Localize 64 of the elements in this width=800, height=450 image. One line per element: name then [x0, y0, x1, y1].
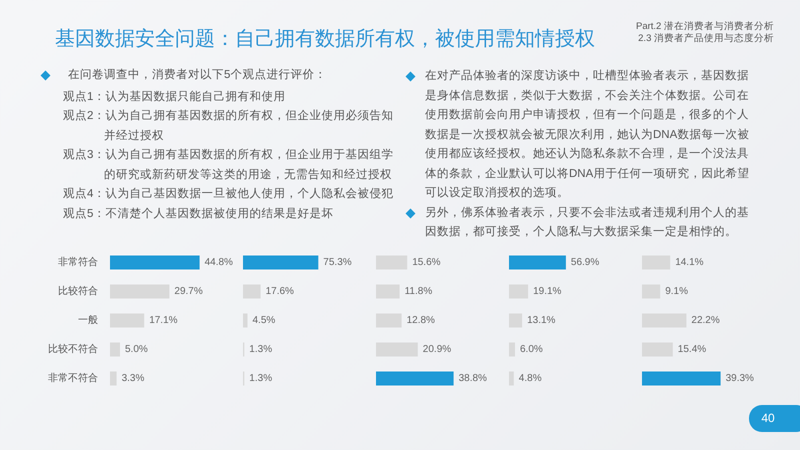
text: 观点4：认为自己基因数据一旦被他人使用，个人隐私会被侵犯 — [62, 186, 394, 202]
data-label: 29.7% — [174, 286, 203, 297]
text: 另外，佛系体验者表示，只要不会非法或者违规利用个人的基因数据，都可接受，个人隐私与大数据采集一定是相悖的。 — [425, 206, 749, 238]
bar — [243, 256, 318, 270]
data-label: 44.8% — [204, 257, 234, 268]
bar — [110, 342, 120, 356]
data-label: 17.6% — [266, 286, 294, 297]
bar — [243, 284, 261, 298]
bar — [376, 342, 418, 356]
text: 观点2：认为自己拥有基因数据的所有权，但企业使用必须告知并经过授权 — [62, 108, 394, 144]
bar — [110, 314, 144, 328]
bar — [110, 284, 170, 298]
bar — [376, 372, 454, 386]
data-label: 6.0% — [520, 344, 543, 355]
data-label: 3.3% — [122, 373, 144, 384]
data-label: 22.2% — [691, 315, 720, 326]
data-label: 14.1% — [675, 257, 704, 268]
data-label: 1.3% — [249, 373, 272, 384]
bar — [376, 284, 400, 298]
data-label: 13.1% — [527, 315, 556, 326]
bar — [642, 372, 721, 386]
text: 40 — [760, 410, 776, 427]
bar — [509, 256, 566, 270]
y-tick-label: 一般 — [78, 315, 98, 326]
bar — [110, 256, 200, 270]
data-label: 20.9% — [422, 344, 452, 355]
y-tick-label: 非常不符合 — [48, 372, 98, 384]
bar — [642, 314, 686, 328]
bar — [642, 256, 670, 270]
text: 基因数据安全问题：自己拥有数据所有权，被使用需知情授权 — [55, 27, 595, 52]
text: 观点5：不清楚个人基因数据被使用的结果是好是坏 — [62, 206, 334, 222]
text: 在对产品体验者的深度访谈中，吐槽型体验者表示，基因数据是身体信息数据，类似于大数据，不会关注个体数据。公司在使用数据前会向用户申请授权，但有一个问题是，很多的个人数据是一次授权就会被无限次利用，她认为DNA数据每一次被使用都应该经授权。她还认为隐私条款不合理，是一个没法具体的条款，企业默认可以将DNA用于任何一项研究，因此希望可以设定取消授权的选项。 — [425, 70, 750, 199]
data-label: 39.3% — [726, 373, 754, 384]
y-tick-label: 比较符合 — [58, 285, 98, 297]
bar — [509, 284, 528, 298]
data-label: 15.4% — [678, 344, 706, 355]
bar — [376, 314, 402, 328]
bar — [243, 314, 248, 328]
bar — [509, 314, 522, 328]
text: 观点3：认为自己拥有基因数据的所有权，但企业用于基因组学的研究或新药研发等这类的用途，无需告知和经过授权 — [62, 148, 394, 182]
data-label: 4.5% — [252, 315, 276, 326]
bar — [110, 372, 117, 386]
data-label: 5.0% — [125, 344, 148, 355]
text: 观点1：认为基因数据只能自己拥有和使用 — [62, 90, 286, 104]
y-tick-label: 比较不符合 — [48, 343, 98, 355]
bar — [376, 256, 408, 270]
data-label: 11.8% — [404, 286, 432, 297]
data-label: 1.3% — [249, 344, 272, 355]
data-label: 12.8% — [406, 315, 436, 326]
data-label: 56.9% — [570, 257, 600, 268]
text: 在问卷调查中，消费者对以下5个观点进行评价： — [68, 69, 326, 81]
bar — [509, 342, 515, 356]
data-label: 4.8% — [518, 373, 542, 384]
bar — [642, 342, 673, 356]
data-label: 17.1% — [149, 315, 178, 326]
data-label: 19.1% — [533, 286, 562, 297]
data-label: 9.1% — [665, 286, 688, 297]
text: Part.2 潜在消费者与消费者分析 2.3 消费者产品使用与态度分析 — [636, 21, 774, 44]
data-label: 75.3% — [323, 257, 352, 268]
bar — [642, 284, 660, 298]
y-tick-label: 非常符合 — [58, 256, 98, 268]
bar — [509, 372, 514, 386]
data-label: 15.6% — [412, 257, 441, 268]
data-label: 38.8% — [458, 373, 488, 384]
